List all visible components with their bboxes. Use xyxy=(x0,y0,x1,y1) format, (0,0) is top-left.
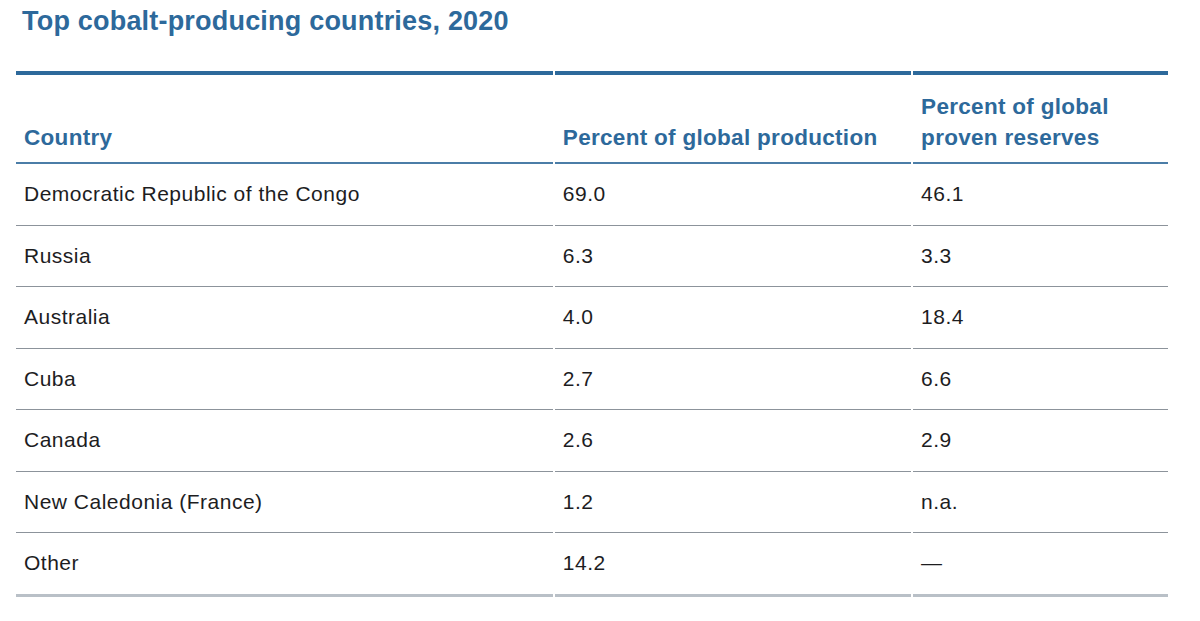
table-row: Democratic Republic of the Congo 69.0 46… xyxy=(16,164,1168,226)
reserves-cell: 46.1 xyxy=(913,164,1168,226)
table-row: Other 14.2 — xyxy=(16,533,1168,597)
production-cell: 2.6 xyxy=(555,410,911,472)
production-cell: 2.7 xyxy=(555,349,911,411)
country-cell: Other xyxy=(16,533,553,597)
production-cell: 4.0 xyxy=(555,287,911,349)
column-header-production: Percent of global production xyxy=(555,71,911,164)
table-header: Country Percent of global production Per… xyxy=(16,71,1168,164)
country-cell: New Caledonia (France) xyxy=(16,472,553,534)
production-cell: 69.0 xyxy=(555,164,911,226)
reserves-cell: n.a. xyxy=(913,472,1168,534)
table-row: Australia 4.0 18.4 xyxy=(16,287,1168,349)
table-body: Democratic Republic of the Congo 69.0 46… xyxy=(16,164,1168,597)
country-cell: Cuba xyxy=(16,349,553,411)
country-cell: Russia xyxy=(16,226,553,288)
table-row: New Caledonia (France) 1.2 n.a. xyxy=(16,472,1168,534)
table-row: Cuba 2.7 6.6 xyxy=(16,349,1168,411)
country-cell: Canada xyxy=(16,410,553,472)
production-cell: 6.3 xyxy=(555,226,911,288)
country-cell: Australia xyxy=(16,287,553,349)
column-header-country: Country xyxy=(16,71,553,164)
reserves-cell: 2.9 xyxy=(913,410,1168,472)
reserves-cell: 18.4 xyxy=(913,287,1168,349)
production-cell: 1.2 xyxy=(555,472,911,534)
cobalt-table: Country Percent of global production Per… xyxy=(14,71,1170,597)
country-cell: Democratic Republic of the Congo xyxy=(16,164,553,226)
figure-container: Top cobalt-producing countries, 2020 Cou… xyxy=(0,0,1200,621)
reserves-cell: 6.6 xyxy=(913,349,1168,411)
table-row: Russia 6.3 3.3 xyxy=(16,226,1168,288)
page-title: Top cobalt-producing countries, 2020 xyxy=(22,6,509,36)
reserves-cell: — xyxy=(913,533,1168,597)
table-row: Canada 2.6 2.9 xyxy=(16,410,1168,472)
header-row: Country Percent of global production Per… xyxy=(16,71,1168,164)
reserves-cell: 3.3 xyxy=(913,226,1168,288)
column-header-reserves: Percent of global proven reserves xyxy=(913,71,1168,164)
production-cell: 14.2 xyxy=(555,533,911,597)
